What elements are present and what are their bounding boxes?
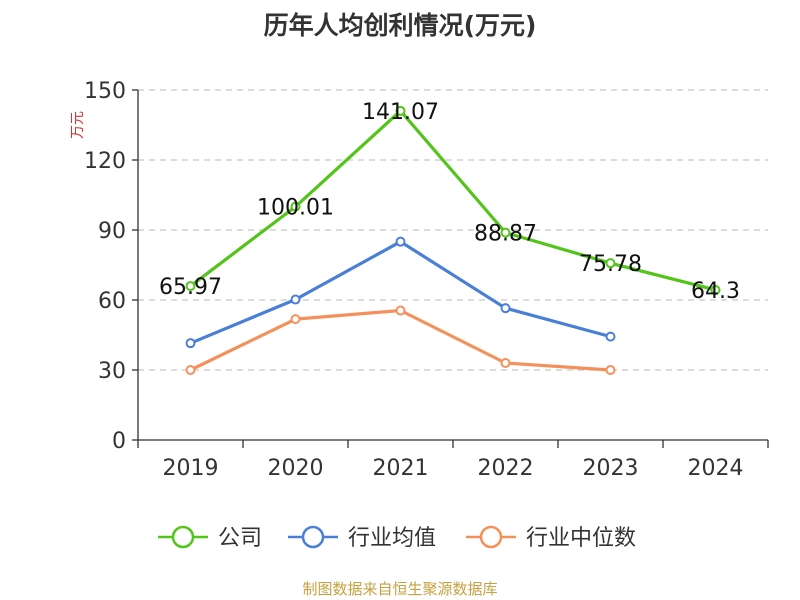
data-point[interactable] [395, 305, 406, 316]
data-point[interactable] [395, 105, 406, 116]
legend-swatch-marker [301, 525, 325, 549]
legend-label: 公司 [218, 526, 262, 551]
legend-swatch-marker [171, 525, 195, 549]
series-line-1 [189, 240, 611, 345]
x-tick-label: 2019 [163, 456, 219, 481]
legend-item-2[interactable]: 行业中位数 [466, 525, 636, 551]
x-tick-label: 2021 [373, 456, 429, 481]
data-label: 141.07 [362, 100, 439, 125]
y-axis-label: 万元 [70, 111, 86, 139]
series-2 [185, 305, 616, 375]
series-0 [185, 105, 721, 295]
legend-item-0[interactable]: 公司 [158, 525, 262, 551]
data-point[interactable] [605, 365, 616, 375]
legend-item-1[interactable]: 行业均值 [288, 525, 436, 551]
data-point[interactable] [185, 365, 196, 375]
data-point[interactable] [290, 294, 301, 305]
x-tick-label: 2023 [583, 456, 639, 481]
data-label: 64.3 [691, 279, 740, 304]
data-point[interactable] [185, 338, 196, 349]
legend-label: 行业中位数 [526, 526, 636, 551]
legend-label: 行业均值 [348, 526, 436, 551]
data-point[interactable] [605, 331, 616, 342]
y-tick-label: 30 [98, 359, 126, 384]
series-group: 65.97 100.01 141.07 88.87 75.78 64.3 [159, 100, 740, 375]
data-point[interactable] [185, 281, 196, 292]
data-point[interactable] [290, 314, 301, 325]
data-label: 75.78 [579, 252, 642, 277]
data-point[interactable] [395, 236, 406, 247]
y-tick-label: 90 [98, 219, 126, 244]
data-point[interactable] [500, 358, 511, 368]
data-label: 100.01 [257, 196, 334, 221]
legend-swatch-marker [479, 525, 503, 549]
data-point[interactable] [500, 227, 511, 238]
data-label: 65.97 [159, 275, 222, 300]
data-point[interactable] [710, 284, 721, 295]
series-line-0 [189, 109, 716, 292]
data-point[interactable] [605, 258, 616, 269]
axes: 0 30 60 90 120 150 2019 2020 2021 2022 2023 2024 [84, 79, 769, 481]
x-tick-label: 2022 [478, 456, 534, 481]
data-point[interactable] [290, 201, 301, 212]
y-tick-label: 150 [84, 79, 126, 104]
y-tick-label: 0 [112, 429, 126, 454]
y-tick-label: 120 [84, 149, 126, 174]
y-tick-label: 60 [98, 289, 126, 314]
chart-title: 历年人均创利情况(万元) [264, 11, 537, 40]
data-label: 88.87 [474, 222, 537, 247]
data-point[interactable] [500, 303, 511, 314]
grid-lines [138, 89, 768, 371]
source-note: 制图数据来自恒生聚源数据库 [302, 580, 497, 598]
legend[interactable]: 公司 行业均值 行业中位数 [158, 525, 636, 551]
x-tick-label: 2020 [268, 456, 324, 481]
series-1 [185, 236, 616, 349]
x-tick-label: 2024 [688, 456, 744, 481]
